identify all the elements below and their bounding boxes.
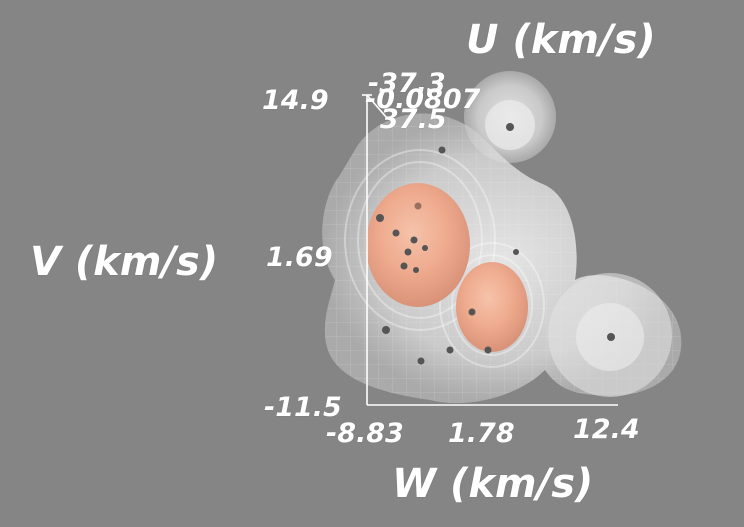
- data-point: [400, 262, 408, 270]
- data-point: [446, 346, 454, 354]
- axes: [362, 94, 618, 406]
- u-tick-label: -37.3: [368, 68, 446, 99]
- mid-isosurface: [344, 149, 545, 368]
- v-tick-label: 1.69: [266, 242, 333, 273]
- data-point: [513, 249, 519, 255]
- v-tick-label: 14.9: [262, 85, 329, 116]
- data-point: [417, 357, 425, 365]
- data-point: [468, 308, 476, 316]
- u-tick-label: 37.5: [380, 104, 447, 135]
- data-point: [392, 229, 400, 237]
- data-point: [413, 267, 419, 273]
- data-point: [438, 146, 446, 154]
- inner-core: [366, 183, 528, 352]
- data-point: [404, 248, 412, 256]
- data-point: [410, 236, 418, 244]
- v-axis-title: V (km/s): [30, 239, 219, 285]
- w-axis-title: W (km/s): [392, 461, 594, 507]
- v-tick-label: -11.5: [264, 392, 342, 423]
- data-point: [382, 326, 390, 334]
- w-tick-label: -8.83: [326, 418, 404, 449]
- u-axis-title: U (km/s): [466, 17, 656, 63]
- data-point: [422, 245, 428, 251]
- data-point: [506, 123, 514, 131]
- data-point: [607, 333, 615, 341]
- data-point: [376, 214, 384, 222]
- data-point: [484, 346, 492, 354]
- data-points: [376, 123, 615, 365]
- w-tick-label: 12.4: [573, 414, 640, 445]
- data-point: [414, 202, 422, 210]
- u-tick-label: -0.0807: [365, 84, 481, 115]
- w-tick-label: 1.78: [448, 418, 515, 449]
